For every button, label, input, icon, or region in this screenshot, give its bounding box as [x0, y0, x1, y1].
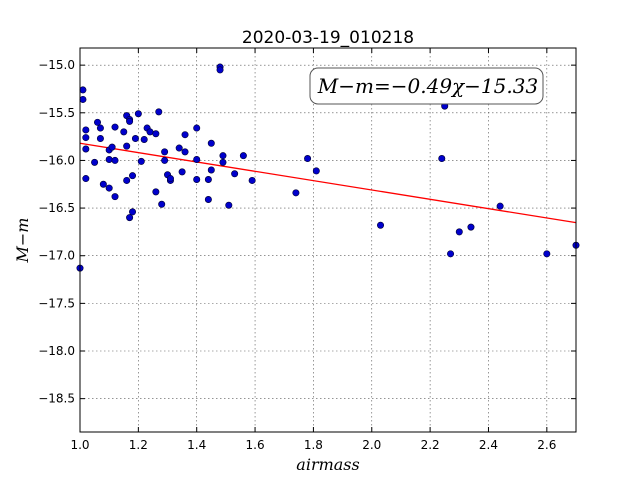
- data-point: [96, 135, 104, 143]
- data-point: [377, 221, 385, 229]
- data-point: [207, 166, 215, 174]
- data-point: [467, 223, 475, 231]
- fit-line-group: [79, 142, 577, 224]
- data-point: [134, 110, 142, 118]
- y-tick-label: −16.5: [38, 201, 75, 215]
- data-points: [76, 63, 580, 272]
- data-point: [496, 202, 504, 210]
- x-tick-label: 1.8: [304, 438, 323, 452]
- data-point: [126, 214, 134, 222]
- data-point: [123, 142, 131, 150]
- data-point: [158, 200, 166, 208]
- data-point: [105, 184, 113, 192]
- fit-line: [79, 142, 577, 224]
- data-point: [181, 131, 189, 139]
- data-point: [131, 135, 139, 143]
- data-point: [216, 66, 224, 74]
- data-point: [105, 155, 113, 163]
- annotation-box: M−m=−0.49χ−15.33: [309, 67, 544, 105]
- plot-frame: [79, 47, 577, 433]
- data-point: [219, 152, 227, 160]
- data-point: [207, 139, 215, 147]
- axis-ticks: 1.0 1.2 1.4 1.6 1.8 2.0 2.2 2.4 2.6 −15.0 −15.5 −16…: [38, 48, 576, 452]
- data-point: [108, 143, 116, 151]
- data-point: [239, 152, 247, 160]
- data-point: [193, 155, 201, 163]
- y-tick-label: −18.0: [38, 344, 75, 358]
- data-point: [82, 145, 90, 153]
- data-point: [447, 250, 455, 258]
- data-point: [111, 123, 119, 131]
- data-point: [126, 117, 134, 125]
- data-point: [137, 157, 145, 165]
- data-point: [178, 168, 186, 176]
- data-point: [312, 167, 320, 175]
- data-point: [123, 176, 131, 184]
- data-point: [129, 208, 137, 216]
- data-point: [79, 95, 87, 103]
- y-tick-label: −15.0: [38, 58, 75, 72]
- data-point: [111, 193, 119, 201]
- x-tick-label: 2.2: [421, 438, 440, 452]
- data-point: [193, 175, 201, 183]
- x-tick-label: 2.0: [362, 438, 381, 452]
- data-point: [82, 175, 90, 183]
- x-tick-label: 1.6: [246, 438, 265, 452]
- data-point: [91, 158, 99, 166]
- x-tick-label: 1.0: [70, 438, 89, 452]
- data-point: [129, 172, 137, 180]
- y-tick-label: −15.5: [38, 106, 75, 120]
- data-point: [543, 250, 551, 258]
- data-point: [219, 158, 227, 166]
- data-point: [181, 148, 189, 156]
- data-point: [193, 124, 201, 132]
- data-point: [79, 86, 87, 94]
- data-point: [140, 135, 148, 143]
- y-tick-label: −16.0: [38, 153, 75, 167]
- y-tick-label: −17.0: [38, 249, 75, 263]
- y-tick-label: −18.5: [38, 392, 75, 406]
- data-point: [155, 108, 163, 116]
- grid: [79, 48, 576, 432]
- annotation-frame: [309, 67, 544, 105]
- data-point: [152, 130, 160, 138]
- data-point: [455, 228, 463, 236]
- data-point: [175, 144, 183, 152]
- annotation-text: M−m=−0.49χ−15.33: [317, 74, 538, 98]
- y-axis-label: M−m: [13, 218, 32, 264]
- data-point: [161, 148, 169, 156]
- data-point: [438, 155, 446, 163]
- x-axis-label: airmass: [296, 455, 359, 474]
- data-point: [82, 126, 90, 134]
- x-tick-label: 2.6: [537, 438, 556, 452]
- data-point: [225, 201, 233, 209]
- data-point: [99, 180, 107, 188]
- data-point: [120, 128, 128, 136]
- chart-title: 2020-03-19_010218: [242, 28, 414, 48]
- data-point: [231, 170, 239, 178]
- y-tick-label: −17.5: [38, 296, 75, 310]
- data-point: [204, 196, 212, 204]
- data-point: [304, 155, 312, 163]
- x-tick-label: 2.4: [479, 438, 498, 452]
- data-point: [204, 175, 212, 183]
- data-point: [152, 188, 160, 196]
- data-point: [166, 175, 174, 183]
- data-point: [82, 134, 90, 142]
- data-point: [111, 156, 119, 164]
- data-point: [248, 176, 256, 184]
- x-tick-label: 1.4: [187, 438, 206, 452]
- data-point: [161, 156, 169, 164]
- data-point: [146, 128, 154, 136]
- data-point: [292, 189, 300, 197]
- x-tick-label: 1.2: [129, 438, 148, 452]
- data-point: [94, 118, 102, 126]
- data-point: [96, 124, 104, 132]
